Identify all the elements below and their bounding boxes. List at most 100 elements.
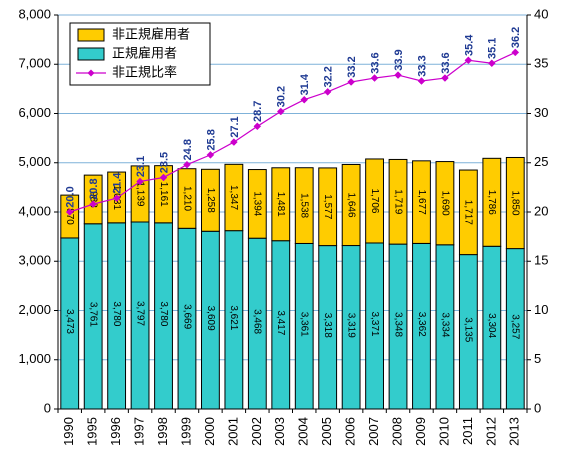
bar-nonregular-2001 — [224, 163, 244, 232]
label-regular-1998: 3,780 — [158, 301, 169, 326]
ratio-point-1995 — [89, 200, 98, 208]
label-regular-2004: 3,361 — [299, 312, 310, 337]
ratio-label-2012: 35.1 — [487, 38, 499, 59]
bar-nonregular-2012 — [482, 157, 502, 247]
label-regular-2011: 3,135 — [463, 317, 474, 342]
x-tick-label-2001: 2001 — [225, 417, 240, 446]
ratio-label-2003: 30.2 — [276, 86, 288, 107]
x-tick-label-2009: 2009 — [413, 417, 428, 446]
label-regular-1990: 3,473 — [64, 309, 75, 334]
x-tick-label-1997: 1997 — [132, 417, 147, 446]
y-right-tick-label: 30 — [534, 105, 548, 120]
y-right-tick-label: 10 — [534, 302, 548, 317]
bar-nonregular-1998 — [154, 165, 173, 224]
y-left-tick-label: 0 — [44, 400, 51, 415]
label-regular-2005: 3,318 — [322, 313, 333, 338]
y-right-tick-label: 40 — [534, 6, 548, 21]
ratio-label-1999: 24.8 — [182, 139, 194, 160]
ratio-label-1996: 21.4 — [112, 172, 124, 194]
ratio-line-layer: 20.0 20.8 21.4 23.1 23.5 24.8 25.8 27.1 28.7 30.2… — [65, 27, 522, 216]
label-regular-1996: 3,780 — [111, 301, 122, 326]
label-regular-2013: 3,257 — [510, 314, 521, 339]
x-tick-label-1998: 1998 — [155, 417, 170, 446]
legend-marker-ratio — [87, 69, 95, 77]
y-right-tick-label: 25 — [534, 154, 548, 169]
label-nonregular-2004: 1,538 — [299, 193, 310, 218]
label-nonregular-2000: 1,258 — [205, 188, 216, 213]
label-nonregular-2007: 1,706 — [369, 188, 380, 213]
label-nonregular-1997: 1,139 — [134, 181, 145, 206]
x-tick-label-1995: 1995 — [85, 417, 100, 446]
x-tick-label-2013: 2013 — [507, 417, 522, 446]
axes-layer: 0 1,000 2,000 3,000 4,000 5,000 6,000 7,000 8,00… — [18, 6, 548, 445]
label-regular-1995: 3,761 — [88, 302, 99, 327]
y-right-tick-label: 35 — [534, 56, 548, 71]
y-right-tick-label: 20 — [534, 203, 548, 218]
ratio-point-2000 — [206, 151, 215, 159]
ratio-point-2003 — [276, 107, 285, 116]
label-nonregular-2003: 1,481 — [275, 192, 286, 217]
ratio-label-2013: 36.2 — [510, 27, 522, 48]
ratio-label-2007: 33.6 — [369, 52, 381, 73]
ratio-point-2013 — [511, 48, 520, 57]
bar-nonregular-2009 — [412, 160, 431, 244]
ratio-line — [69, 51, 516, 213]
ratio-point-2007 — [370, 74, 379, 82]
y-left-tick-label: 5,000 — [18, 154, 51, 169]
x-tick-label-2008: 2008 — [389, 417, 404, 446]
ratio-label-2004: 31.4 — [299, 73, 311, 95]
label-regular-2002: 3,468 — [252, 309, 263, 334]
bar-nonregular-2000 — [201, 168, 220, 232]
x-tick-label-2003: 2003 — [272, 417, 287, 446]
label-nonregular-1995: 988 — [88, 191, 99, 208]
ratio-label-2008: 33.9 — [393, 49, 405, 70]
label-regular-2007: 3,371 — [369, 311, 380, 336]
label-nonregular-2010: 1,690 — [439, 191, 450, 216]
ratio-label-2000: 25.8 — [205, 129, 217, 150]
bar-nonregular-2010 — [435, 161, 455, 246]
ratio-point-1999 — [183, 160, 191, 169]
ratio-point-1998 — [159, 173, 168, 182]
label-regular-2003: 3,417 — [275, 310, 286, 335]
ratio-point-2011 — [464, 56, 473, 65]
bar-nonregular-2002 — [247, 169, 267, 239]
label-regular-1999: 3,669 — [181, 304, 192, 329]
ratio-label-1998: 23.5 — [158, 152, 170, 173]
ratio-point-2009 — [417, 77, 426, 85]
label-regular-2009: 3,362 — [416, 312, 427, 337]
label-nonregular-2005: 1,577 — [322, 194, 333, 219]
ratio-label-1997: 23.1 — [135, 156, 147, 177]
ratio-point-2008 — [394, 71, 402, 79]
label-regular-2012: 3,304 — [486, 313, 497, 338]
ratio-point-2005 — [323, 87, 332, 96]
ratio-point-2012 — [487, 59, 496, 68]
label-nonregular-1999: 1,210 — [181, 186, 192, 211]
x-tick-label-1990: 1990 — [61, 417, 76, 446]
bar-nonregular-1995 — [83, 174, 103, 225]
y-right-tick-label: 0 — [534, 400, 541, 415]
bar-nonregular-2008 — [388, 158, 408, 245]
ratio-label-2005: 32.2 — [323, 66, 335, 87]
y-left-tick-label: 4,000 — [18, 203, 51, 218]
label-nonregular-2013: 1,850 — [510, 191, 521, 216]
bar-nonregular-2013 — [505, 156, 525, 250]
x-tick-label-2004: 2004 — [296, 417, 311, 446]
label-nonregular-2001: 1,347 — [228, 185, 239, 210]
ratio-point-2002 — [253, 122, 262, 131]
ratio-label-1990: 20.0 — [65, 186, 77, 207]
x-tick-label-2011: 2011 — [460, 417, 475, 445]
legend-swatch-nonregular — [77, 28, 105, 42]
label-nonregular-1998: 1,161 — [158, 182, 169, 207]
label-nonregular-2006: 1,646 — [345, 192, 356, 217]
x-tick-label-2007: 2007 — [366, 417, 381, 446]
ratio-label-2009: 33.3 — [416, 55, 428, 76]
label-regular-2001: 3,621 — [228, 305, 239, 330]
label-nonregular-2008: 1,719 — [392, 189, 403, 214]
ratio-point-1996 — [112, 194, 121, 203]
x-tick-label-2010: 2010 — [436, 417, 451, 446]
bar-nonregular-1999 — [177, 168, 197, 229]
label-nonregular-2009: 1,677 — [416, 190, 427, 215]
ratio-label-2002: 28.7 — [252, 101, 264, 122]
